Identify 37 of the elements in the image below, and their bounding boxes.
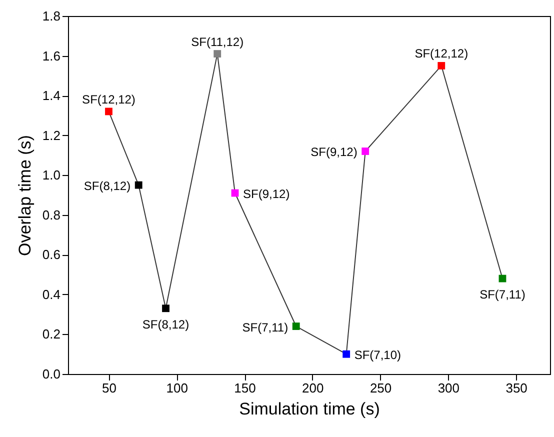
y-tick-label: 1.2 [42, 128, 60, 143]
data-label: SF(9,12) [243, 187, 290, 202]
point [342, 350, 350, 358]
y-axis-title: Overlap time (s) [15, 135, 34, 256]
point [438, 62, 446, 70]
y-tick-label: 1.0 [42, 168, 60, 183]
point [162, 304, 170, 312]
data-label: SF(9,12) [310, 145, 358, 160]
point [105, 108, 112, 116]
x-tick-label: 200 [302, 380, 324, 396]
y-tick-label: 0.2 [42, 326, 60, 342]
data-label: SF(12,12) [82, 92, 136, 106]
data-label: SF(12,12) [414, 46, 468, 61]
x-tick-label: 150 [234, 380, 256, 396]
y-tick-label: 0.4 [42, 286, 60, 302]
point [214, 50, 222, 58]
y-tick-label: 0.0 [42, 366, 60, 382]
x-tick-label: 300 [438, 380, 460, 396]
y-tick-label: 0.8 [42, 207, 60, 222]
point [292, 322, 300, 330]
x-tick-label: 100 [166, 380, 188, 396]
x-tick-label: 50 [102, 380, 116, 396]
x-tick-label: 250 [370, 380, 392, 396]
x-axis-title: Simulation time (s) [239, 400, 380, 418]
point [134, 181, 142, 189]
x-tick-label: 350 [506, 380, 528, 396]
data-label: SF(8,12) [142, 317, 190, 332]
data-label: SF(7,10) [354, 348, 402, 362]
data-label: SF(7,11) [480, 288, 526, 302]
y-tick-label: 0.6 [42, 247, 60, 262]
point [362, 148, 370, 155]
data-label: SF(8,12) [84, 179, 131, 194]
y-tick-label: 1.4 [42, 88, 60, 104]
data-label: SF(11,12) [191, 34, 244, 49]
y-tick-label: 1.8 [42, 8, 60, 24]
y-tick-label: 1.6 [42, 48, 60, 64]
data-label: SF(7,11) [242, 320, 288, 334]
